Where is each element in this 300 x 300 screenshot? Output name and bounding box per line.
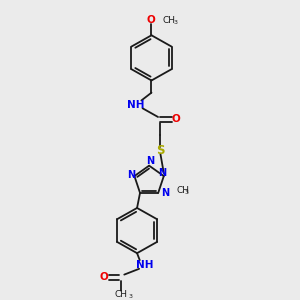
Text: CH: CH — [163, 16, 176, 25]
Text: 3: 3 — [173, 20, 177, 25]
Text: O: O — [172, 114, 180, 124]
Text: O: O — [146, 15, 155, 25]
Text: NH: NH — [136, 260, 153, 270]
Text: CH: CH — [177, 186, 190, 195]
Text: 3: 3 — [184, 190, 188, 195]
Text: S: S — [156, 144, 165, 157]
Text: N: N — [161, 188, 169, 198]
Text: 3: 3 — [128, 294, 132, 299]
Text: NH: NH — [127, 100, 145, 110]
Text: N: N — [127, 169, 135, 180]
Text: N: N — [158, 168, 166, 178]
Text: N: N — [146, 156, 155, 166]
Text: O: O — [100, 272, 109, 283]
Text: CH: CH — [114, 290, 127, 299]
